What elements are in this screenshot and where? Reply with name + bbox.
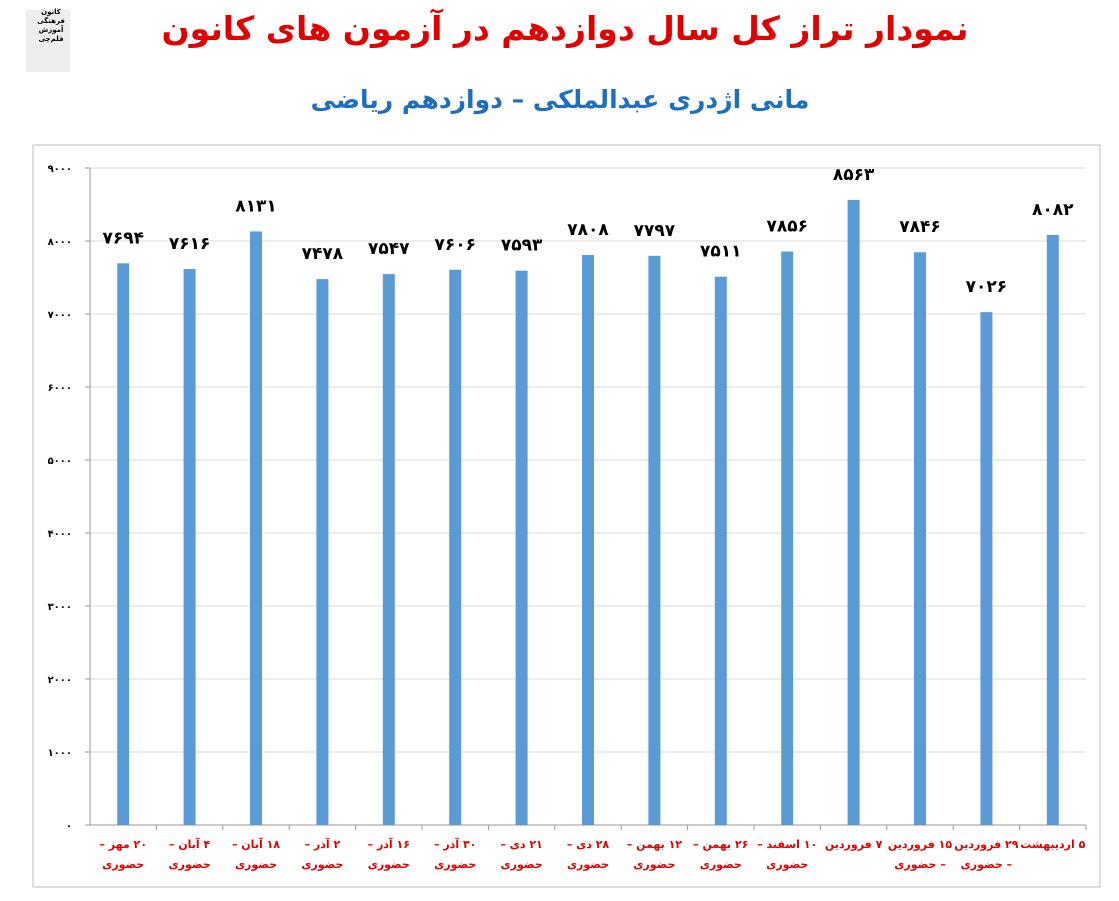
bar (382, 274, 395, 826)
bar (714, 276, 727, 825)
y-tick-label: ۹۰۰۰ (48, 164, 72, 175)
data-label: ۷۸۴۶ (899, 217, 941, 237)
bar (582, 255, 594, 826)
data-label: ۷۵۹۳ (501, 236, 543, 256)
x-tick-label: ۱۰ اسفند – حضوری (757, 838, 818, 871)
x-tick-label: ۱۲ بهمن – حضوری (626, 838, 683, 871)
x-tick-label: ۷ فروردین (824, 838, 883, 851)
data-label: ۷۷۹۷ (634, 221, 676, 241)
bar (1046, 235, 1059, 825)
bar (914, 252, 926, 825)
y-tick-label: ۷۰۰۰ (48, 310, 72, 321)
bar (183, 269, 196, 826)
data-label: ۷۶۰۶ (434, 235, 476, 255)
data-label: ۷۵۴۷ (368, 239, 410, 259)
logo-text: فرهنگی (37, 17, 65, 25)
data-label: ۷۵۱۱ (700, 242, 742, 262)
bar (316, 279, 329, 826)
bar (980, 312, 993, 825)
data-label: ۷۴۷۸ (302, 244, 344, 264)
logo: کانون فرهنگی آموزش قلم‌چی (22, 8, 80, 44)
chart-subtitle: مانی اژدری عبدالملکی – دوازدهم ریاضی (311, 85, 810, 115)
data-label: ۷۰۲۶ (966, 277, 1008, 297)
logo-text: کانون (41, 8, 61, 16)
bar (648, 255, 661, 826)
x-tick-label: ۱۶ آذر – حضوری (367, 838, 410, 871)
x-tick-label: ۴ آبان – حضوری (168, 838, 211, 871)
bar (117, 263, 130, 825)
data-label: ۸۵۶۳ (833, 165, 875, 185)
y-tick-label: ۰ (66, 821, 72, 832)
x-tick-label: ۵ اردیبهشت (1020, 838, 1086, 851)
y-tick-label: ۱۰۰۰ (48, 748, 72, 759)
data-label: ۷۸۰۸ (567, 220, 609, 240)
x-tick-label: ۲ آذر – حضوری (301, 838, 344, 871)
y-tick-label: ۶۰۰۰ (48, 383, 72, 394)
x-tick-label: ۲۱ دی – حضوری (500, 838, 543, 871)
x-tick-label: ۲۰ مهر – حضوری (99, 838, 147, 871)
y-tick-label: ۵۰۰۰ (48, 456, 72, 467)
y-tick-label: ۳۰۰۰ (48, 602, 72, 613)
data-label: ۷۶۹۴ (102, 228, 144, 248)
y-tick-label: ۲۰۰۰ (48, 675, 72, 686)
bar (250, 231, 262, 825)
x-tick-label: ۳۰ آذر – حضوری (434, 838, 477, 871)
data-label: ۷۶۱۶ (169, 234, 211, 254)
bar (781, 251, 794, 826)
x-tick-label: ۱۸ آبان – حضوری (231, 838, 280, 871)
y-tick-label: ۸۰۰۰ (48, 237, 72, 248)
logo-text: آموزش (38, 26, 64, 34)
x-tick-label: ۱۵ فروردین – حضوری (887, 838, 953, 871)
data-label: ۸۱۳۱ (235, 196, 277, 216)
logo-box (26, 10, 70, 72)
y-tick-label: ۴۰۰۰ (48, 529, 72, 540)
bar (515, 270, 528, 825)
x-tick-label: ۲۹ فروردین – حضوری (954, 838, 1019, 871)
x-tick-label: ۲۸ دی – حضوری (566, 838, 610, 871)
bar (847, 199, 860, 825)
data-label: ۷۸۵۶ (766, 217, 808, 237)
bar (449, 269, 462, 826)
x-tick-label: ۲۶ بهمن – حضوری (693, 838, 749, 871)
logo-text: قلم‌چی (38, 35, 64, 43)
chart-title: نمودار تراز کل سال دوازدهم در آزمون های … (161, 8, 968, 49)
data-label: ۸۰۸۲ (1032, 200, 1074, 220)
